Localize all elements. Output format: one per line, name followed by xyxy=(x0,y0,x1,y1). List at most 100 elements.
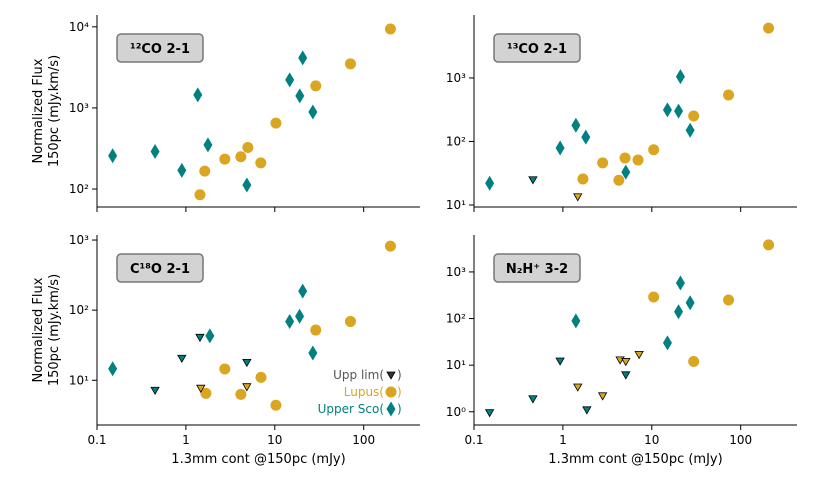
point xyxy=(308,345,318,361)
point xyxy=(242,142,254,154)
y-tick-label: 10² xyxy=(446,312,466,326)
point xyxy=(484,409,495,418)
point xyxy=(205,328,215,344)
point xyxy=(108,361,118,377)
point xyxy=(613,174,625,186)
y-axis-label: 150pc (mJy.km/s) xyxy=(47,274,62,386)
y-tick-label: 10¹ xyxy=(446,198,466,212)
point xyxy=(674,304,684,320)
point xyxy=(485,175,495,191)
legend-label: Upper Sco( xyxy=(318,402,384,416)
point xyxy=(384,240,396,252)
point xyxy=(196,384,206,394)
point xyxy=(634,351,644,360)
panel-label-box xyxy=(493,253,581,283)
x-tick-label: 0.1 xyxy=(464,433,483,447)
point xyxy=(194,189,206,201)
legend-suffix: ) xyxy=(397,402,402,416)
y-tick-label: 10¹ xyxy=(69,373,89,387)
point xyxy=(242,383,252,392)
point xyxy=(723,294,735,306)
x-axis-label: 1.3mm cont @150pc (mJy) xyxy=(548,452,722,467)
x-tick-label: 1 xyxy=(182,433,190,447)
point xyxy=(150,144,160,160)
point xyxy=(242,358,252,368)
point xyxy=(295,308,305,324)
y-tick-label: 10² xyxy=(69,182,89,196)
point xyxy=(688,110,700,122)
point xyxy=(528,176,538,185)
legend-marker xyxy=(385,386,397,398)
point xyxy=(675,69,685,85)
point xyxy=(384,23,396,35)
x-tick-label: 0.1 xyxy=(87,433,106,447)
x-tick-label: 10 xyxy=(644,433,659,447)
point xyxy=(662,102,672,118)
point xyxy=(581,129,591,145)
point xyxy=(310,80,322,92)
point xyxy=(255,371,267,383)
point xyxy=(674,103,684,119)
point xyxy=(344,315,356,327)
point xyxy=(219,153,231,165)
point xyxy=(242,177,252,193)
point xyxy=(685,122,695,138)
point xyxy=(648,291,660,303)
point xyxy=(235,151,247,163)
point xyxy=(573,193,583,202)
panel-label-box xyxy=(116,253,204,283)
point xyxy=(619,152,631,164)
point xyxy=(582,406,592,415)
point xyxy=(255,157,267,169)
point xyxy=(688,355,700,367)
y-tick-label: 10² xyxy=(69,303,89,317)
panel-label-box xyxy=(116,33,204,63)
point xyxy=(193,87,203,103)
point xyxy=(203,137,213,153)
point xyxy=(177,354,187,364)
point xyxy=(199,165,211,177)
point xyxy=(662,335,672,351)
point xyxy=(528,395,538,404)
point xyxy=(310,324,322,336)
point xyxy=(270,399,282,411)
x-tick-label: 100 xyxy=(352,433,375,447)
point xyxy=(723,89,735,101)
point xyxy=(285,72,295,88)
legend-suffix: ) xyxy=(397,368,402,382)
point xyxy=(763,239,775,251)
x-tick-label: 1 xyxy=(559,433,567,447)
point xyxy=(577,173,589,185)
point xyxy=(621,358,631,367)
y-tick-label: 10³ xyxy=(446,71,466,85)
point xyxy=(632,154,644,166)
point xyxy=(235,388,247,400)
x-tick-label: 10 xyxy=(267,433,282,447)
point xyxy=(270,117,282,129)
point xyxy=(555,140,565,156)
point xyxy=(298,283,308,299)
y-axis-label: Normalized Flux xyxy=(31,277,46,382)
legend-suffix: ) xyxy=(397,385,402,399)
point xyxy=(675,275,685,291)
x-axis-label: 1.3mm cont @150pc (mJy) xyxy=(171,452,345,467)
legend-marker xyxy=(386,401,396,417)
y-tick-label: 10¹ xyxy=(446,358,466,372)
point xyxy=(219,363,231,375)
y-tick-label: 10⁴ xyxy=(69,20,89,34)
point xyxy=(344,58,356,70)
point xyxy=(597,392,608,401)
panel-label: ¹³CO 2-1 xyxy=(507,42,567,57)
y-tick-label: 10² xyxy=(446,134,466,148)
point xyxy=(648,144,660,156)
point xyxy=(195,333,205,343)
y-axis-label: 150pc (mJy.km/s) xyxy=(47,55,62,167)
legend-marker xyxy=(386,371,396,380)
panel-label: C¹⁸O 2-1 xyxy=(130,262,190,277)
x-tick-label: 100 xyxy=(729,433,752,447)
point xyxy=(308,104,318,120)
legend-label: Lupus( xyxy=(344,385,384,399)
point xyxy=(573,383,583,392)
point xyxy=(108,148,118,164)
